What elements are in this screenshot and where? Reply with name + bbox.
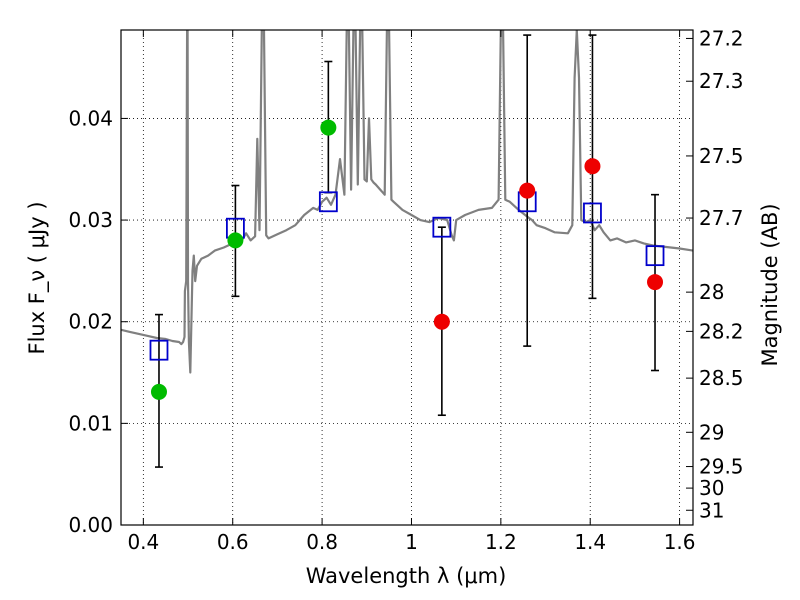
x-tick-label: 0.6: [217, 530, 249, 554]
y-axis-label: Flux F_ν ( μJy ): [25, 201, 50, 354]
model-square: [583, 202, 602, 224]
model-photometry-squares: [149, 191, 665, 361]
observed-point: [227, 232, 244, 249]
x-tick-label: 0.4: [127, 530, 159, 554]
x-tick-label: 1: [405, 530, 418, 554]
right-tick-label: 27.3: [699, 69, 744, 93]
model-spectrum-line: [121, 30, 693, 374]
observed-point: [647, 274, 664, 291]
model-square: [645, 245, 665, 267]
observed-point: [320, 119, 337, 136]
x-tick-label: 1.6: [664, 530, 696, 554]
right-tick-label: 28.5: [699, 366, 744, 390]
model-square: [149, 339, 169, 361]
x-tick-label: 1.4: [574, 530, 606, 554]
right-tick-label: 27.7: [699, 206, 744, 230]
right-tick-label: 30: [699, 476, 724, 500]
model-spectrum: [121, 30, 693, 374]
observed-point: [584, 158, 601, 175]
grid-lines: [121, 30, 693, 525]
y-tick-label: 0.00: [68, 513, 113, 537]
right-tick-label: 27.2: [699, 26, 744, 50]
observed-point: [150, 383, 167, 400]
observed-point: [433, 313, 450, 330]
observed-point: [519, 182, 536, 199]
right-tick-label: 31: [699, 498, 724, 522]
right-tick-label: 28.2: [699, 319, 744, 343]
plot-frame: [120, 29, 694, 526]
y-tick-label: 0.04: [68, 106, 113, 130]
x-tick-label: 1.2: [485, 530, 517, 554]
right-tick-label: 29.5: [699, 455, 744, 479]
right-axis-label: Magnitude (AB): [758, 203, 782, 366]
right-tick-label: 28: [699, 280, 724, 304]
y-tick-label: 0.03: [68, 208, 113, 232]
right-tick-label: 29: [699, 420, 724, 444]
y-tick-label: 0.02: [68, 310, 113, 334]
x-tick-label: 0.8: [306, 530, 338, 554]
right-tick-label: 27.5: [699, 144, 744, 168]
x-axis-label: Wavelength λ (μm): [306, 564, 507, 588]
model-square: [318, 191, 338, 213]
observed-photometry-points: [150, 119, 664, 400]
x-axis-ticks: 0.4 0.6 0.8 1 1.2 1.4 1.6: [127, 30, 696, 554]
y-tick-label: 0.01: [68, 411, 113, 435]
model-square: [432, 216, 452, 238]
y-axis-ticks: 0.00 0.01 0.02 0.03 0.04: [68, 106, 128, 537]
